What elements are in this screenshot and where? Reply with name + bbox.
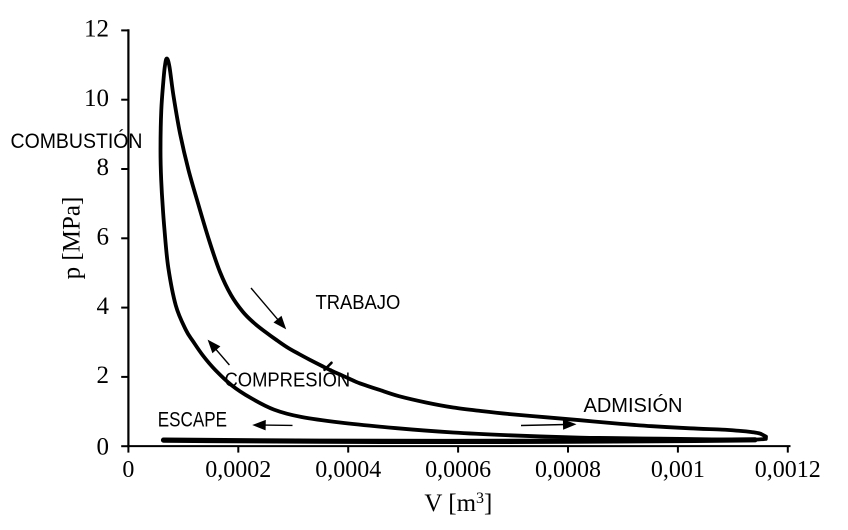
svg-text:0: 0 [97,434,110,461]
svg-text:0,0006: 0,0006 [425,457,491,483]
svg-text:0,0004: 0,0004 [315,457,381,483]
svg-text:p [MPa]: p [MPa] [59,197,86,280]
svg-text:2: 2 [97,362,110,389]
svg-text:TRABAJO: TRABAJO [316,292,401,314]
svg-text:6: 6 [97,224,110,251]
svg-text:0,0012: 0,0012 [755,457,821,483]
svg-text:4: 4 [97,293,110,320]
svg-text:COMBUSTIÓN: COMBUSTIÓN [11,130,143,153]
svg-text:ESCAPE: ESCAPE [158,409,227,432]
svg-text:ADMISIÓN: ADMISIÓN [584,394,683,417]
svg-text:V [m3]: V [m3] [424,490,492,518]
svg-text:0,001: 0,001 [651,457,705,483]
svg-text:8: 8 [97,154,110,181]
svg-text:10: 10 [84,85,109,112]
svg-text:0: 0 [122,457,134,483]
svg-text:0,0008: 0,0008 [535,457,601,483]
svg-text:0,0002: 0,0002 [205,457,271,483]
svg-text:12: 12 [84,16,109,43]
svg-text:COMPRESIÓN: COMPRESIÓN [225,369,351,392]
